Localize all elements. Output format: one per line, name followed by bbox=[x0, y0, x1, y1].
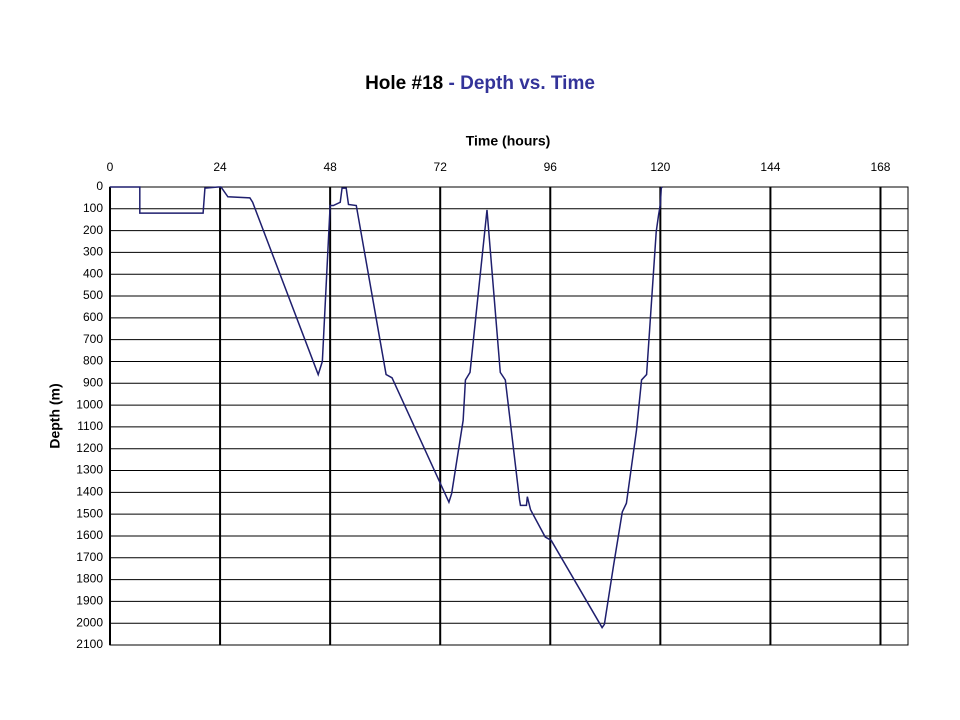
y-tick-label: 400 bbox=[83, 266, 103, 280]
x-tick-label: 24 bbox=[213, 160, 227, 174]
y-tick-label: 1200 bbox=[76, 441, 103, 455]
title-part: - Depth vs. Time bbox=[449, 73, 595, 94]
y-tick-label: 900 bbox=[83, 375, 103, 389]
y-tick-label: 0 bbox=[96, 179, 103, 193]
y-tick-label: 1900 bbox=[76, 594, 103, 608]
y-tick-label: 100 bbox=[83, 201, 103, 215]
x-tick-label: 120 bbox=[650, 160, 670, 174]
y-tick-label: 1300 bbox=[76, 463, 103, 477]
y-axis-label: Depth (m) bbox=[47, 383, 63, 448]
y-tick-label: 1800 bbox=[76, 572, 103, 586]
title-part: Hole #18 bbox=[365, 73, 443, 94]
y-tick-label: 2000 bbox=[76, 615, 103, 629]
y-tick-label: 300 bbox=[83, 245, 103, 259]
y-tick-label: 600 bbox=[83, 310, 103, 324]
x-tick-label: 72 bbox=[434, 160, 448, 174]
x-tick-label: 96 bbox=[544, 160, 558, 174]
data-line bbox=[110, 186, 663, 629]
x-axis-label: Time (hours) bbox=[466, 133, 551, 149]
y-tick-label: 1100 bbox=[77, 419, 103, 433]
y-tick-label: 1000 bbox=[76, 397, 103, 411]
x-tick-label: 0 bbox=[107, 160, 114, 174]
y-tick-label: 1500 bbox=[76, 506, 103, 520]
y-tick-label: 2100 bbox=[76, 637, 103, 651]
y-tick-label: 1700 bbox=[76, 550, 103, 564]
x-tick-label: 144 bbox=[760, 160, 780, 174]
y-tick-label: 700 bbox=[83, 332, 103, 346]
y-tick-label: 1600 bbox=[76, 528, 103, 542]
y-tick-label: 200 bbox=[83, 223, 103, 237]
y-tick-label: 500 bbox=[83, 288, 103, 302]
x-tick-label: 168 bbox=[870, 160, 890, 174]
y-tick-label: 1400 bbox=[76, 485, 103, 499]
x-tick-label: 48 bbox=[323, 160, 337, 174]
y-tick-label: 800 bbox=[83, 354, 103, 368]
chart-title: Hole #18 - Depth vs. Time bbox=[365, 73, 595, 94]
